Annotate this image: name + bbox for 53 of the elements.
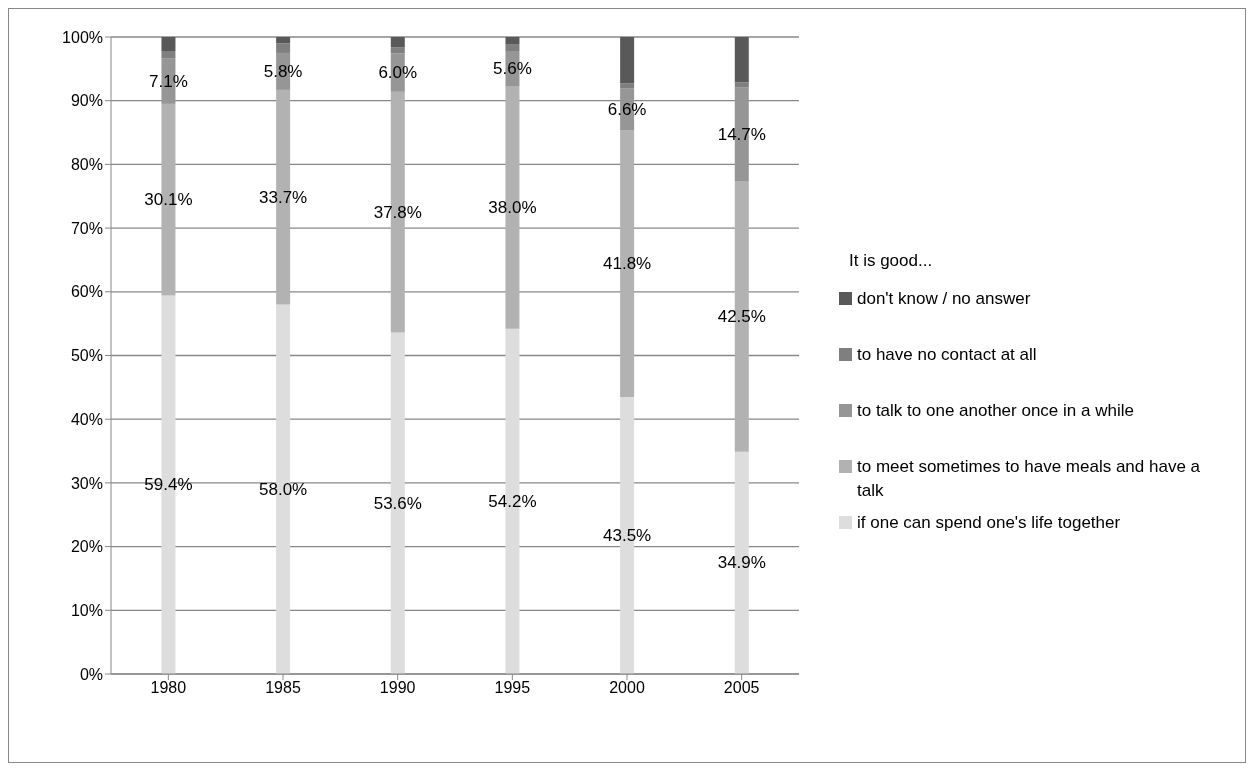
- bar: [620, 83, 635, 89]
- legend-label: to talk to one another once in a while: [857, 400, 1135, 422]
- data-label: 43.5%: [603, 525, 652, 545]
- bar: [390, 37, 405, 48]
- data-label: 53.6%: [373, 493, 422, 513]
- bar: [390, 47, 405, 54]
- data-label: 37.8%: [373, 202, 422, 222]
- bar: [505, 44, 520, 52]
- bar: [276, 37, 291, 44]
- x-tick-label: 2000: [609, 679, 645, 697]
- data-label: 54.2%: [488, 491, 537, 511]
- data-label: 42.5%: [717, 306, 766, 326]
- x-tick-label: 1985: [265, 679, 301, 697]
- data-label: 7.1%: [149, 71, 188, 91]
- legend-title: It is good...: [849, 250, 934, 272]
- data-label: 6.0%: [378, 63, 418, 83]
- y-tick-label: 10%: [70, 601, 103, 619]
- bar: [734, 37, 749, 83]
- y-tick-label: 70%: [70, 219, 103, 237]
- data-label: 59.4%: [144, 475, 193, 495]
- bar: [276, 43, 291, 53]
- y-tick-label: 80%: [70, 156, 103, 174]
- data-label: 58.0%: [259, 479, 308, 499]
- y-tick-label: 60%: [70, 283, 103, 301]
- bar: [620, 37, 635, 84]
- data-label: 30.1%: [144, 190, 193, 210]
- data-label: 14.7%: [717, 124, 766, 144]
- data-label: 5.8%: [263, 61, 303, 81]
- x-tick-label: 1995: [494, 679, 531, 697]
- y-tick-label: 40%: [70, 410, 103, 428]
- y-tick-label: 100%: [62, 28, 103, 46]
- x-tick-label: 2005: [723, 679, 760, 697]
- y-tick-label: 90%: [70, 92, 103, 110]
- y-tick-label: 0%: [79, 665, 103, 683]
- legend-label: if one can spend one's life together: [857, 512, 1122, 534]
- data-label: 34.9%: [717, 553, 766, 573]
- bar: [505, 37, 520, 45]
- bar: [161, 51, 176, 59]
- y-tick-label: 30%: [70, 474, 103, 492]
- bar: [161, 37, 176, 52]
- data-label: 33.7%: [259, 187, 308, 207]
- legend-label: don't know / no answer: [857, 288, 1032, 310]
- data-label: 5.6%: [493, 59, 532, 79]
- x-tick-label: 1980: [150, 679, 187, 697]
- data-label: 41.8%: [603, 254, 652, 274]
- legend-label: to meet sometimes to have meals and have a talk: [857, 456, 1201, 502]
- y-tick-label: 50%: [70, 347, 103, 365]
- data-label: 6.6%: [607, 100, 647, 120]
- y-tick-label: 20%: [70, 538, 103, 556]
- data-label: 38.0%: [488, 198, 537, 218]
- x-tick-label: 1990: [379, 679, 416, 697]
- bar: [734, 82, 749, 88]
- legend-label: to have no contact at all: [857, 344, 1038, 366]
